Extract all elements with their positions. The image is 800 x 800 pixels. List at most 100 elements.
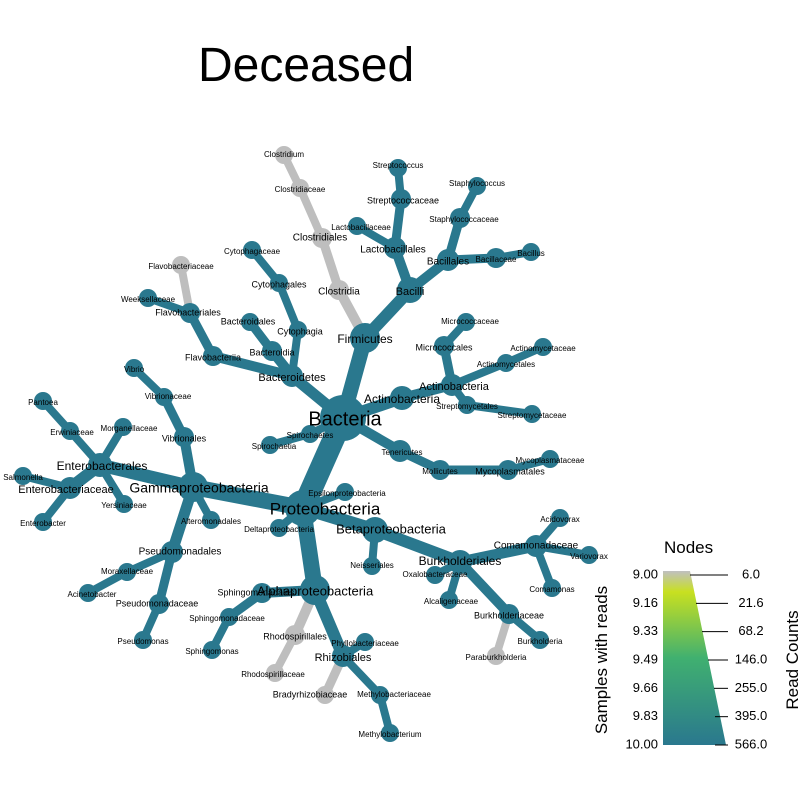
node-label-streptomycetaceae: Streptomycetaceae xyxy=(498,411,567,420)
node-sphingomonadaceae xyxy=(220,608,238,626)
node-neisseriales xyxy=(363,557,381,575)
node-spirochaetes xyxy=(301,425,319,443)
node-mollicutes xyxy=(430,460,450,480)
node-label-phyllobacteriaceae: Phyllobacteriaceae xyxy=(331,639,399,648)
node-label-vibrionales: Vibrionales xyxy=(162,433,207,443)
node-bradyrhizobiaceae xyxy=(316,686,334,704)
node-salmonella xyxy=(14,467,32,485)
node-label-alcaligenaceae: Alcaligenaceae xyxy=(424,597,479,606)
node-acinetobacter xyxy=(79,584,97,602)
node-pseudomonadales xyxy=(161,541,183,563)
node-flavobacteriales xyxy=(180,303,200,323)
node-label-proteobacteria: Proteobacteria xyxy=(270,499,381,518)
node-label-clostridiaceae: Clostridiaceae xyxy=(275,185,326,194)
node-lactobacillaceae xyxy=(348,217,366,235)
node-lactobacillales xyxy=(384,237,406,259)
node-label-rhizobiales: Rhizobiales xyxy=(315,652,372,664)
node-phyllobacteriaceae xyxy=(356,633,374,651)
node-actinomycetales xyxy=(497,354,515,372)
node-label-burkholderiales: Burkholderiales xyxy=(419,554,502,568)
node-label-acidovorax: Acidovorax xyxy=(540,515,580,524)
node-paraburkholderia xyxy=(487,647,505,665)
node-label-acinetobacter: Acinetobacter xyxy=(68,590,117,599)
node-label-clostridiales: Clostridiales xyxy=(293,233,347,244)
node-clostridiaceae xyxy=(291,179,309,197)
node-methylobacterium xyxy=(381,724,399,742)
node-firmicutes xyxy=(350,323,380,353)
node-label-flavobacteriales: Flavobacteriales xyxy=(155,307,221,317)
node-label-deltaproteobacteria: Deltaproteobacteria xyxy=(244,525,314,534)
node-label-spirochaetia: Spirochaetia xyxy=(252,442,297,451)
node-label-cytophagales: Cytophagales xyxy=(251,279,307,289)
node-label-micrococcales: Micrococcales xyxy=(415,342,473,352)
edge-enterobacterales xyxy=(93,458,200,494)
node-label-alteromonadales: Alteromonadales xyxy=(181,517,241,526)
node-label-flavobacteriia: Flavobacteriia xyxy=(185,352,241,362)
node-label-pseudomonadales: Pseudomonadales xyxy=(139,547,222,558)
node-label-cytophagia: Cytophagia xyxy=(277,326,323,336)
node-label-rhodospirillales: Rhodospirillales xyxy=(263,631,327,641)
node-enterobacteriaceae xyxy=(59,477,81,499)
node-actinomycetaceae xyxy=(534,338,552,356)
node-alcaligenaceae xyxy=(440,591,458,609)
node-label-comamonas: Comamonas xyxy=(529,585,574,594)
node-label-actinobacteria_c: Actinobacteria xyxy=(419,381,490,393)
node-label-alphaproteobacteria: Alphaproteobacteria xyxy=(257,583,374,598)
node-label-oxalobacteraceae: Oxalobacteraceae xyxy=(403,570,468,579)
node-staphylococcaceae xyxy=(450,208,470,228)
node-tenericutes xyxy=(389,440,411,462)
node-label-vibrionaceae: Vibrionaceae xyxy=(145,392,192,401)
node-rhizobiales xyxy=(332,645,354,667)
node-bacillaceae xyxy=(486,248,506,268)
node-cytophagaceae xyxy=(243,241,261,259)
node-label-streptococcaceae: Streptococcaceae xyxy=(367,195,439,205)
node-label-moraxellaceae: Moraxellaceae xyxy=(101,567,154,576)
node-label-variovorax: Variovorax xyxy=(570,552,608,561)
node-sphingomonadales xyxy=(252,583,272,603)
node-label-sphingomonas: Sphingomonas xyxy=(185,647,238,656)
node-label-epsilonproteobacteria: Epsilonproteobacteria xyxy=(308,489,386,498)
node-label-paraburkholderia: Paraburkholderia xyxy=(466,653,527,662)
node-label-spirochaetes: Spirochaetes xyxy=(287,431,334,440)
node-comamonadaceae xyxy=(525,535,547,557)
node-label-micrococcaceae: Micrococcaceae xyxy=(441,317,499,326)
node-cytophagia xyxy=(289,321,307,339)
node-streptomycetales xyxy=(458,396,476,414)
node-label-burkholderia: Burkholderia xyxy=(518,637,563,646)
node-streptococcaceae xyxy=(391,189,411,209)
node-label-tenericutes: Tenericutes xyxy=(382,448,423,457)
node-micrococcaceae xyxy=(457,313,475,331)
node-burkholderia xyxy=(531,631,549,649)
node-label-comamonadaceae: Comamonadaceae xyxy=(494,541,579,552)
node-methylobacteriaceae xyxy=(371,686,389,704)
node-label-streptococcus: Streptococcus xyxy=(373,161,424,170)
node-bacilli xyxy=(397,277,423,303)
node-label-bacteroidetes: Bacteroidetes xyxy=(258,372,326,384)
node-deltaproteobacteria xyxy=(270,519,288,537)
node-label-lactobacillales: Lactobacillales xyxy=(360,245,426,256)
node-label-cytophagaceae: Cytophagaceae xyxy=(224,247,281,256)
node-label-bacillaceae: Bacillaceae xyxy=(476,255,517,264)
node-clostridium xyxy=(275,146,293,164)
edge-gammaproteobacteria xyxy=(185,479,311,516)
node-moraxellaceae xyxy=(118,563,136,581)
node-label-mollicutes: Mollicutes xyxy=(422,467,458,476)
node-bacteria xyxy=(320,395,366,441)
node-betaproteobacteria xyxy=(362,517,388,543)
page-title: Deceased xyxy=(198,39,415,92)
node-alphaproteobacteria xyxy=(300,575,330,605)
node-label-bacillus: Bacillus xyxy=(517,249,545,258)
node-rhodospirillales xyxy=(285,625,305,645)
node-label-betaproteobacteria: Betaproteobacteria xyxy=(336,521,447,536)
node-burkholderiaceae xyxy=(499,604,519,624)
node-label-clostridium: Clostridium xyxy=(264,150,304,159)
node-alteromonadales xyxy=(202,511,220,529)
node-pseudomonas xyxy=(134,631,152,649)
node-vibrionaceae xyxy=(155,388,173,406)
node-label-bacillales: Bacillales xyxy=(427,257,469,268)
node-label-gammaproteobacteria: Gammaproteobacteria xyxy=(129,480,269,496)
node-label-bacteria: Bacteria xyxy=(308,408,382,430)
node-variovorax xyxy=(580,546,598,564)
